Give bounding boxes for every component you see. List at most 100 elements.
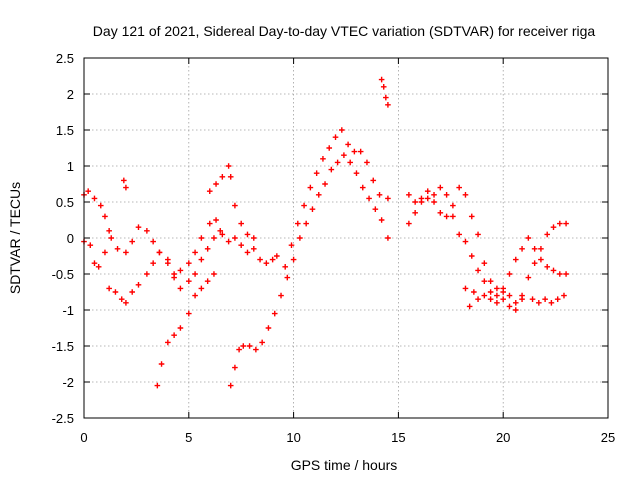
data-point xyxy=(450,213,456,220)
data-point xyxy=(238,220,244,227)
series-track-h xyxy=(282,127,391,270)
series-track-k xyxy=(406,184,569,313)
data-point xyxy=(274,253,280,259)
data-point xyxy=(288,242,295,248)
data-point xyxy=(494,292,500,299)
data-point xyxy=(150,260,156,266)
data-point xyxy=(315,192,322,198)
data-point xyxy=(481,260,488,266)
data-point xyxy=(500,289,506,295)
data-point xyxy=(204,278,211,284)
y-tick-label: -1.5 xyxy=(52,339,74,354)
data-point xyxy=(347,159,353,166)
data-point xyxy=(177,267,184,274)
data-point xyxy=(198,235,205,241)
data-point xyxy=(177,285,184,292)
data-point xyxy=(213,181,219,187)
data-point xyxy=(97,202,104,209)
data-point xyxy=(106,228,112,234)
data-point xyxy=(339,127,345,133)
data-point xyxy=(112,289,119,295)
data-point xyxy=(563,220,569,227)
data-point xyxy=(213,217,219,223)
series-track-d xyxy=(121,177,129,191)
data-point xyxy=(91,260,98,266)
data-point xyxy=(376,192,383,198)
data-point xyxy=(525,235,532,241)
data-point xyxy=(301,202,307,209)
data-point xyxy=(225,238,232,245)
data-point xyxy=(554,296,561,302)
data-point xyxy=(85,188,91,194)
data-point xyxy=(211,235,217,241)
data-point xyxy=(206,188,213,194)
data-point xyxy=(431,192,437,198)
data-point xyxy=(121,177,127,184)
data-point xyxy=(102,249,108,256)
data-point xyxy=(351,148,358,155)
data-point xyxy=(380,84,387,90)
data-point xyxy=(326,145,333,151)
data-point xyxy=(246,343,253,349)
data-point xyxy=(227,174,234,180)
data-point xyxy=(353,170,360,176)
data-point xyxy=(219,231,226,238)
data-point xyxy=(383,94,389,101)
data-point xyxy=(294,220,301,227)
data-point xyxy=(531,260,538,266)
data-point xyxy=(232,235,238,241)
data-point xyxy=(475,296,481,302)
data-point xyxy=(481,278,488,284)
data-point xyxy=(135,224,142,230)
data-point xyxy=(385,102,391,108)
data-point xyxy=(95,264,102,270)
series-track-l xyxy=(462,285,525,310)
x-tick-label: 10 xyxy=(286,430,300,445)
data-point xyxy=(462,192,469,198)
data-point xyxy=(525,274,532,281)
data-point xyxy=(466,303,473,310)
data-point xyxy=(250,235,257,241)
data-point xyxy=(563,271,569,277)
x-tick-label: 25 xyxy=(601,430,615,445)
data-point xyxy=(468,213,475,220)
series-track-i xyxy=(378,76,391,108)
data-point xyxy=(165,339,171,346)
data-point xyxy=(519,246,525,252)
data-point xyxy=(265,325,272,331)
data-point xyxy=(313,170,320,176)
data-point xyxy=(91,195,98,202)
data-point xyxy=(225,163,232,169)
data-point xyxy=(186,278,192,284)
data-point xyxy=(217,228,224,234)
y-tick-label: 0 xyxy=(67,231,74,246)
data-point xyxy=(406,192,412,198)
data-point xyxy=(370,177,377,184)
data-point xyxy=(154,382,161,389)
data-point xyxy=(263,260,270,266)
data-point xyxy=(443,192,450,198)
data-point xyxy=(512,256,519,263)
data-point xyxy=(531,246,538,252)
data-point xyxy=(437,184,444,191)
data-point xyxy=(186,260,192,266)
data-point xyxy=(158,361,165,367)
series-track-e xyxy=(154,271,217,389)
data-point xyxy=(462,285,469,292)
data-point xyxy=(471,289,477,295)
grid-lines xyxy=(84,58,608,418)
data-point xyxy=(556,271,563,277)
data-point xyxy=(529,296,536,302)
data-point xyxy=(506,303,513,310)
data-point xyxy=(150,238,156,245)
data-point xyxy=(412,199,418,205)
y-tick-label: 0.5 xyxy=(56,195,74,210)
data-point xyxy=(487,296,494,302)
data-point xyxy=(244,231,251,238)
data-point xyxy=(437,210,444,216)
x-tick-label: 15 xyxy=(391,430,405,445)
x-axis-label: GPS time / hours xyxy=(291,457,398,473)
data-point xyxy=(475,231,481,238)
data-point xyxy=(236,346,242,353)
